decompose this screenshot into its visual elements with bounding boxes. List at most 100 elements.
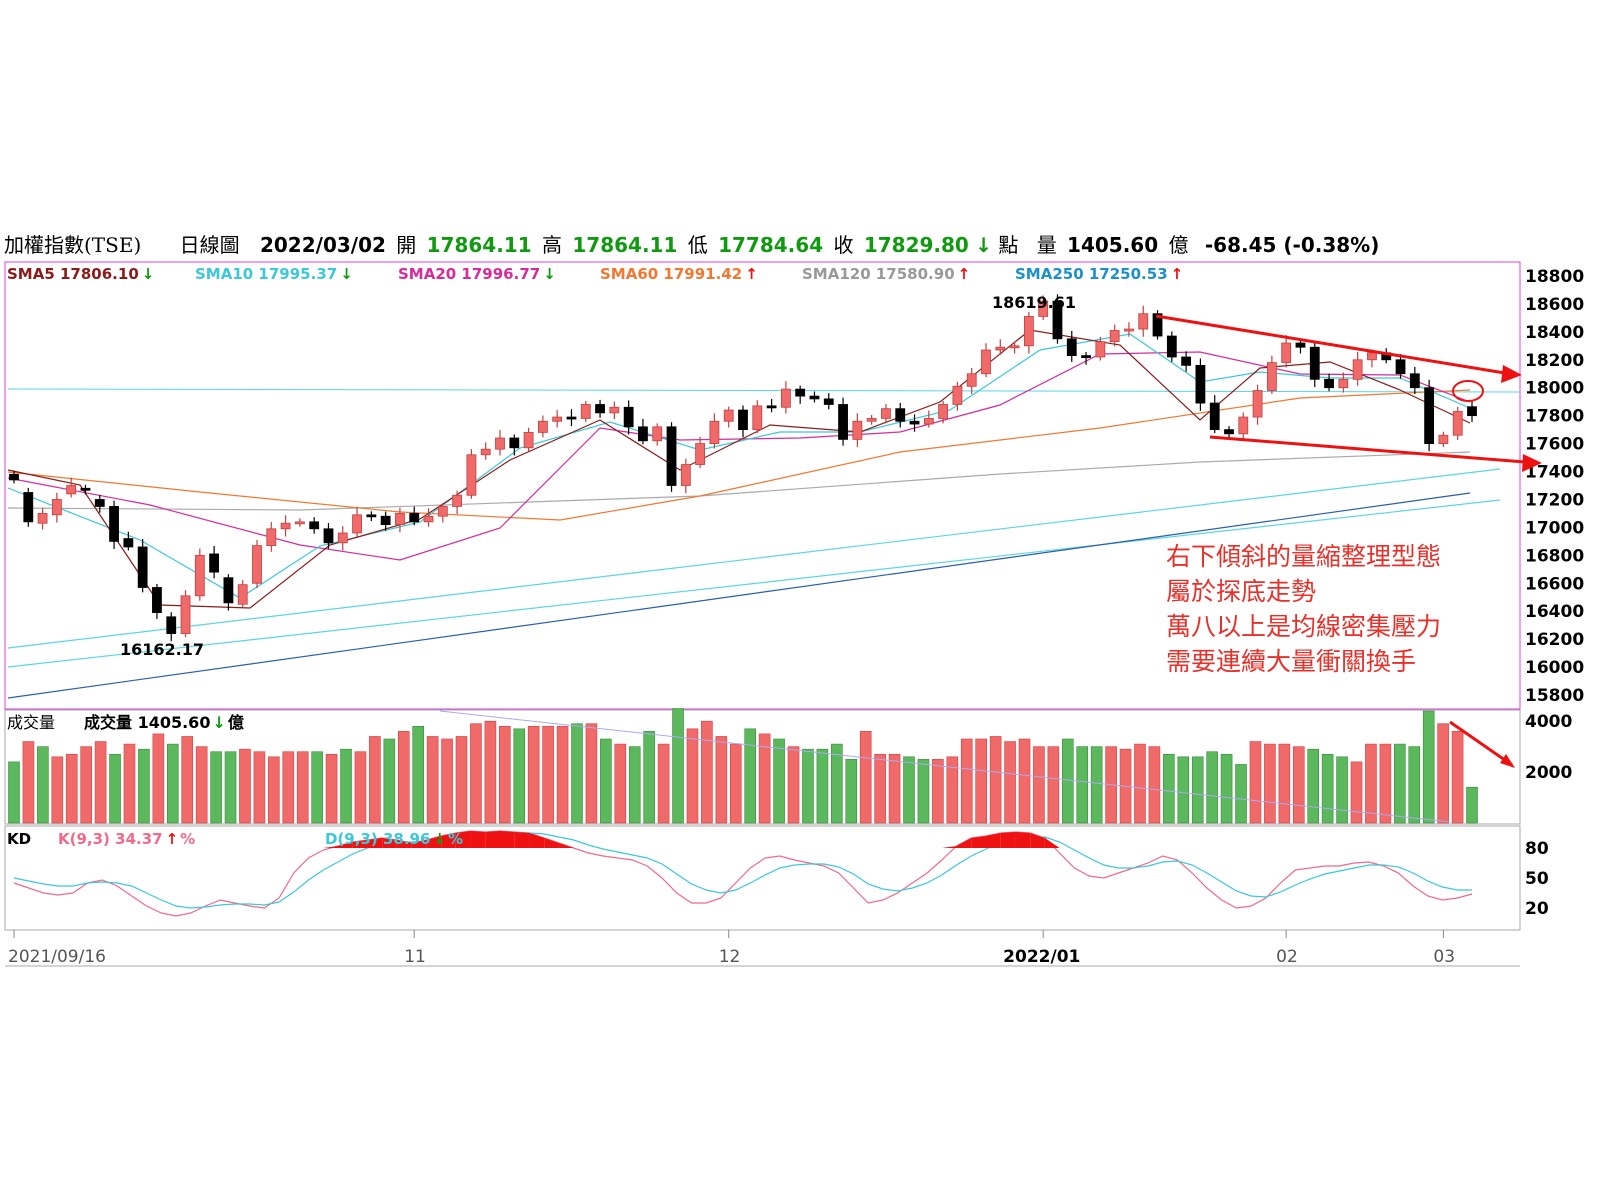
volume-bar xyxy=(917,759,930,824)
price-y-tick-label: 18600 xyxy=(1525,295,1584,315)
candle-body xyxy=(237,584,248,605)
volume-legend: 成交量 成交量 1405.60 ↓ 億 xyxy=(7,713,244,732)
candle-body xyxy=(366,514,377,518)
candle-body xyxy=(1066,338,1077,356)
volume-bar xyxy=(268,756,280,824)
volume-bar xyxy=(845,759,858,824)
candle-body xyxy=(1252,390,1263,418)
volume-bar xyxy=(744,728,757,824)
volume-bar xyxy=(888,753,901,824)
volume-bar xyxy=(65,753,78,824)
highlight-circle xyxy=(1452,380,1484,402)
volume-bar xyxy=(773,738,785,824)
price-y-tick-label: 17600 xyxy=(1525,435,1584,455)
volume-bar xyxy=(1394,743,1406,824)
volume-bar xyxy=(715,736,728,824)
kd-overbought-fill xyxy=(411,840,427,848)
kd-overbought-fill xyxy=(514,832,530,848)
candle-body xyxy=(1266,362,1277,391)
candle-body xyxy=(395,513,405,526)
sma5-legend: SMA5 17806.10 ↓ xyxy=(7,265,154,283)
candle-body xyxy=(180,595,191,634)
volume-bar xyxy=(1062,738,1074,824)
volume-bar xyxy=(94,741,107,824)
candle-body xyxy=(580,404,591,419)
candle-body xyxy=(9,473,19,481)
candle-body xyxy=(1166,335,1177,358)
volume-bar xyxy=(253,751,266,824)
volume-bar xyxy=(1336,756,1348,824)
volume-bar xyxy=(441,738,453,824)
candle-body xyxy=(337,532,348,544)
axes: 15800 16000 16200 16400 16600 16800 17000 17200… xyxy=(5,267,1584,967)
volume-panel-frame xyxy=(4,709,1521,825)
candle-body xyxy=(294,521,305,525)
kd-y-tick-label: 50 xyxy=(1525,869,1549,889)
kd-series-line xyxy=(13,832,1472,909)
candle-body xyxy=(795,388,806,397)
candle-body xyxy=(480,448,491,456)
sma250-blue-line xyxy=(7,492,1471,699)
volume-bar xyxy=(1148,746,1161,824)
candle-body xyxy=(280,522,291,530)
volume-bar xyxy=(802,748,814,824)
candle-body xyxy=(1409,373,1420,389)
kd-lines xyxy=(13,830,1473,917)
index-name: 加權指數(TSE) xyxy=(4,233,142,257)
kd-overbought-fill xyxy=(941,846,957,848)
high-label: 高 xyxy=(542,233,562,257)
change-value: -68.45 (-0.38%) xyxy=(1204,233,1380,257)
volume-bar xyxy=(123,743,136,824)
downtrend-channel xyxy=(1155,314,1542,768)
kd-overbought-fill xyxy=(1015,832,1031,848)
volume-y-tick-label: 2000 xyxy=(1525,763,1572,783)
candle-body xyxy=(423,515,434,523)
high-point-label: 18619.61 xyxy=(992,293,1076,312)
sma250-legend: SMA250 17250.53 ↑ xyxy=(1015,265,1183,283)
candle-body xyxy=(895,408,906,422)
volume-bar xyxy=(758,733,771,824)
volume-bar xyxy=(1437,723,1449,824)
annotation-text: 右下傾斜的量縮整理型態 屬於探底走勢 萬八以上是均線密集壓力 需要連續大量衝關換… xyxy=(1166,542,1441,676)
candle-body xyxy=(1452,411,1463,436)
volume-bar xyxy=(1379,743,1392,824)
volume-bar xyxy=(1264,743,1276,824)
unit-label: 點 xyxy=(998,233,1019,257)
volume-bar xyxy=(989,736,1002,824)
candle-body xyxy=(1195,364,1206,404)
volume-bars xyxy=(8,708,1478,824)
candle-body xyxy=(638,426,648,442)
price-y-tick-label: 16800 xyxy=(1525,546,1584,566)
sma5-line xyxy=(7,329,1471,609)
volume-bar xyxy=(513,728,526,824)
price-y-tick-label: 15800 xyxy=(1525,686,1584,706)
candle-body xyxy=(94,499,105,507)
volume-bar xyxy=(455,736,468,824)
candle-body xyxy=(352,514,362,534)
volume-bar xyxy=(1076,746,1089,824)
volume-bar xyxy=(22,741,35,824)
candle-body xyxy=(909,420,920,425)
upper-trend-arrow-line xyxy=(1155,314,1518,377)
price-y-tick-label: 18200 xyxy=(1525,351,1584,371)
sma250-cyan-line xyxy=(7,468,1501,649)
candle-body xyxy=(966,373,977,387)
kd-y-tick-label: 80 xyxy=(1525,839,1549,859)
volume-bar xyxy=(614,743,627,824)
candle-body xyxy=(37,513,48,524)
volume-bar xyxy=(686,728,699,824)
candle-body xyxy=(1009,345,1020,349)
candle-body xyxy=(223,577,234,604)
candle-body xyxy=(1467,406,1477,417)
volume-bar xyxy=(152,733,165,824)
x-tick-label: 12 xyxy=(719,947,741,967)
kd-overbought-fill xyxy=(426,836,442,848)
candle-body xyxy=(938,404,949,419)
volume-bar xyxy=(1191,756,1204,824)
sma60-line xyxy=(7,389,1471,521)
candle-body xyxy=(981,349,991,375)
volume-bar xyxy=(1206,751,1218,824)
volume-label: 量 xyxy=(1036,233,1057,257)
candle-body xyxy=(152,587,162,614)
volume-bar xyxy=(1422,710,1435,824)
